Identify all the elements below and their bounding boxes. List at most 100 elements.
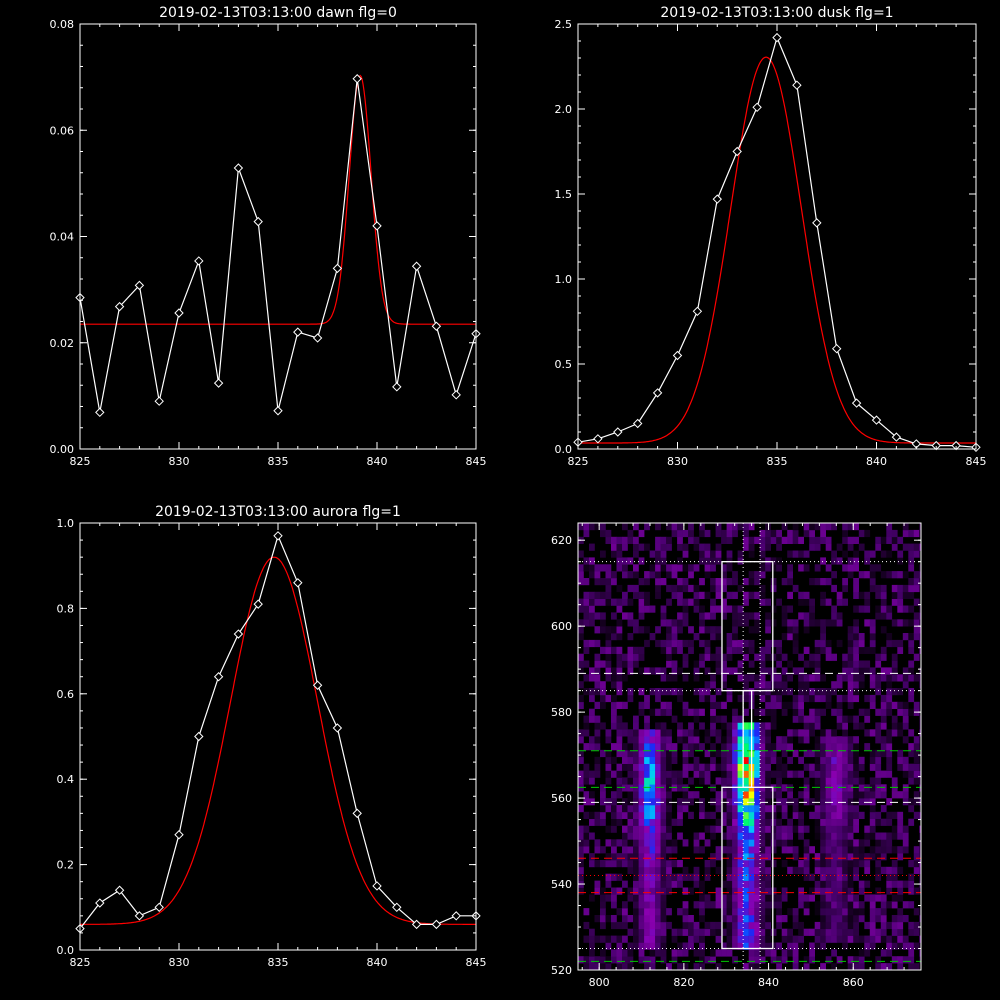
heatmap-cell: [814, 825, 821, 833]
heatmap-cell: [704, 543, 711, 551]
heatmap-cell: [765, 612, 771, 620]
heatmap-cell: [600, 523, 606, 531]
heatmap-cell: [693, 873, 700, 881]
heatmap-cell: [776, 832, 782, 840]
heatmap-cell: [864, 942, 871, 950]
heatmap-cell: [886, 688, 893, 696]
x-tick-label: 800: [589, 976, 610, 989]
heatmap-cell: [726, 736, 733, 744]
heatmap-cell: [693, 770, 700, 778]
heatmap-cell: [622, 564, 628, 572]
heatmap-cell: [605, 578, 612, 586]
heatmap-cell: [902, 605, 909, 613]
heatmap-cell: [616, 564, 623, 572]
heatmap-cell: [578, 633, 584, 641]
heatmap-cell: [693, 839, 700, 847]
heatmap-cell: [754, 880, 760, 888]
heatmap-cell: [638, 688, 645, 696]
heatmap-cell: [776, 956, 782, 964]
heatmap-cell: [726, 901, 733, 909]
heatmap-cell: [792, 667, 799, 675]
heatmap-cell: [781, 894, 788, 902]
heatmap-cell: [858, 681, 865, 689]
heatmap-cell: [919, 866, 922, 874]
heatmap-cell: [594, 736, 601, 744]
heatmap-cell: [809, 660, 815, 668]
heatmap-cell: [781, 681, 788, 689]
heatmap-cell: [721, 928, 727, 936]
heatmap-cell: [798, 708, 804, 716]
heatmap-cell: [897, 846, 904, 854]
heatmap-cell: [737, 935, 744, 943]
heatmap-cell: [831, 736, 837, 744]
heatmap-cell: [836, 736, 843, 744]
heatmap-cell: [759, 832, 766, 840]
y-tick-label: 0.2: [57, 859, 75, 872]
heatmap-cell: [704, 529, 711, 538]
heatmap-cell: [831, 963, 837, 971]
heatmap-cell: [649, 860, 656, 868]
heatmap-cell: [578, 550, 584, 558]
heatmap-cell: [847, 860, 854, 868]
heatmap-cell: [666, 839, 672, 847]
heatmap-cell: [578, 825, 584, 833]
heatmap-cell: [600, 722, 606, 730]
heatmap-cell: [919, 784, 922, 792]
heatmap-cell: [732, 935, 738, 943]
heatmap-cell: [715, 894, 722, 902]
heatmap-cell: [820, 942, 826, 950]
heatmap-cell: [880, 612, 887, 620]
heatmap-cell: [820, 963, 826, 971]
heatmap-cell: [748, 846, 755, 854]
heatmap-cell: [759, 722, 766, 730]
heatmap-cell: [666, 639, 672, 648]
heatmap-cell: [633, 915, 639, 923]
heatmap-cell: [792, 825, 799, 833]
heatmap-cell: [765, 536, 771, 544]
heatmap-cell: [908, 564, 915, 572]
heatmap-cell: [825, 763, 832, 771]
heatmap-cell: [781, 860, 788, 868]
heatmap-cell: [600, 811, 606, 819]
data-point: [411, 261, 422, 271]
heatmap-cell: [759, 660, 766, 668]
heatmap-cell: [792, 639, 799, 648]
heatmap-cell: [715, 529, 722, 538]
heatmap-cell: [814, 798, 821, 806]
heatmap-cell: [891, 667, 898, 675]
heatmap-cell: [820, 901, 826, 909]
heatmap-cell: [726, 743, 733, 751]
heatmap-cell: [831, 749, 837, 758]
heatmap-cell: [886, 605, 893, 613]
heatmap-cell: [886, 839, 893, 847]
heatmap-cell: [864, 791, 871, 799]
heatmap-cell: [655, 915, 661, 923]
heatmap-cell: [699, 901, 705, 909]
heatmap-cell: [787, 660, 793, 668]
heatmap-cell: [792, 729, 799, 737]
data-point: [273, 406, 283, 416]
heatmap-cell: [809, 763, 815, 771]
heatmap-cell: [891, 591, 898, 599]
heatmap-cell: [776, 818, 782, 826]
heatmap-cell: [831, 921, 837, 930]
heatmap-cell: [611, 708, 617, 716]
heatmap-cell: [666, 756, 672, 764]
heatmap-cell: [699, 743, 705, 751]
heatmap-cell: [759, 598, 766, 606]
heatmap-cell: [853, 915, 859, 923]
heatmap-cell: [880, 736, 887, 744]
heatmap-cell: [677, 805, 683, 813]
heatmap-cell: [820, 915, 826, 923]
heatmap-cell: [715, 963, 722, 971]
heatmap-cell: [666, 908, 672, 916]
heatmap-cell: [589, 743, 595, 751]
heatmap-cell: [825, 805, 832, 813]
heatmap-cell: [836, 591, 843, 599]
heatmap-cell: [792, 701, 799, 709]
heatmap-cell: [902, 839, 909, 847]
heatmap-cell: [754, 956, 760, 964]
heatmap-cell: [781, 832, 788, 840]
heatmap-cell: [605, 633, 612, 641]
heatmap-cell: [649, 784, 656, 792]
